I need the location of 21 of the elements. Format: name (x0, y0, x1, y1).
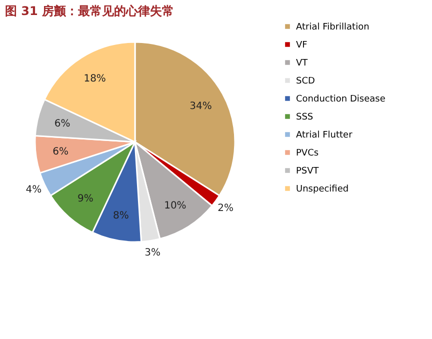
legend-label: Conduction Disease (296, 94, 386, 104)
data-label: 34% (190, 100, 212, 112)
legend-label: VF (296, 40, 308, 50)
data-label: 18% (84, 74, 106, 85)
legend-label: Atrial Fibrillation (296, 22, 370, 32)
legend-label: Atrial Flutter (296, 130, 353, 140)
data-label: 10% (164, 200, 186, 212)
legend-label: PVCs (296, 148, 319, 158)
legend-label: Unspecified (296, 184, 349, 194)
data-label: 9% (77, 193, 94, 204)
data-label: 2% (218, 202, 234, 214)
legend-label: SSS (296, 112, 314, 122)
legend-label: VT (296, 58, 308, 68)
legend-label: PSVT (296, 166, 320, 176)
legend-label: SCD (296, 76, 315, 86)
data-label: 6% (52, 146, 69, 158)
data-label: 6% (54, 118, 70, 130)
data-label: 4% (26, 184, 42, 196)
data-label: 3% (144, 248, 160, 259)
chart-title: 图 31 房颤：最常见的心律失常 (5, 4, 174, 18)
data-label: 8% (113, 210, 129, 222)
